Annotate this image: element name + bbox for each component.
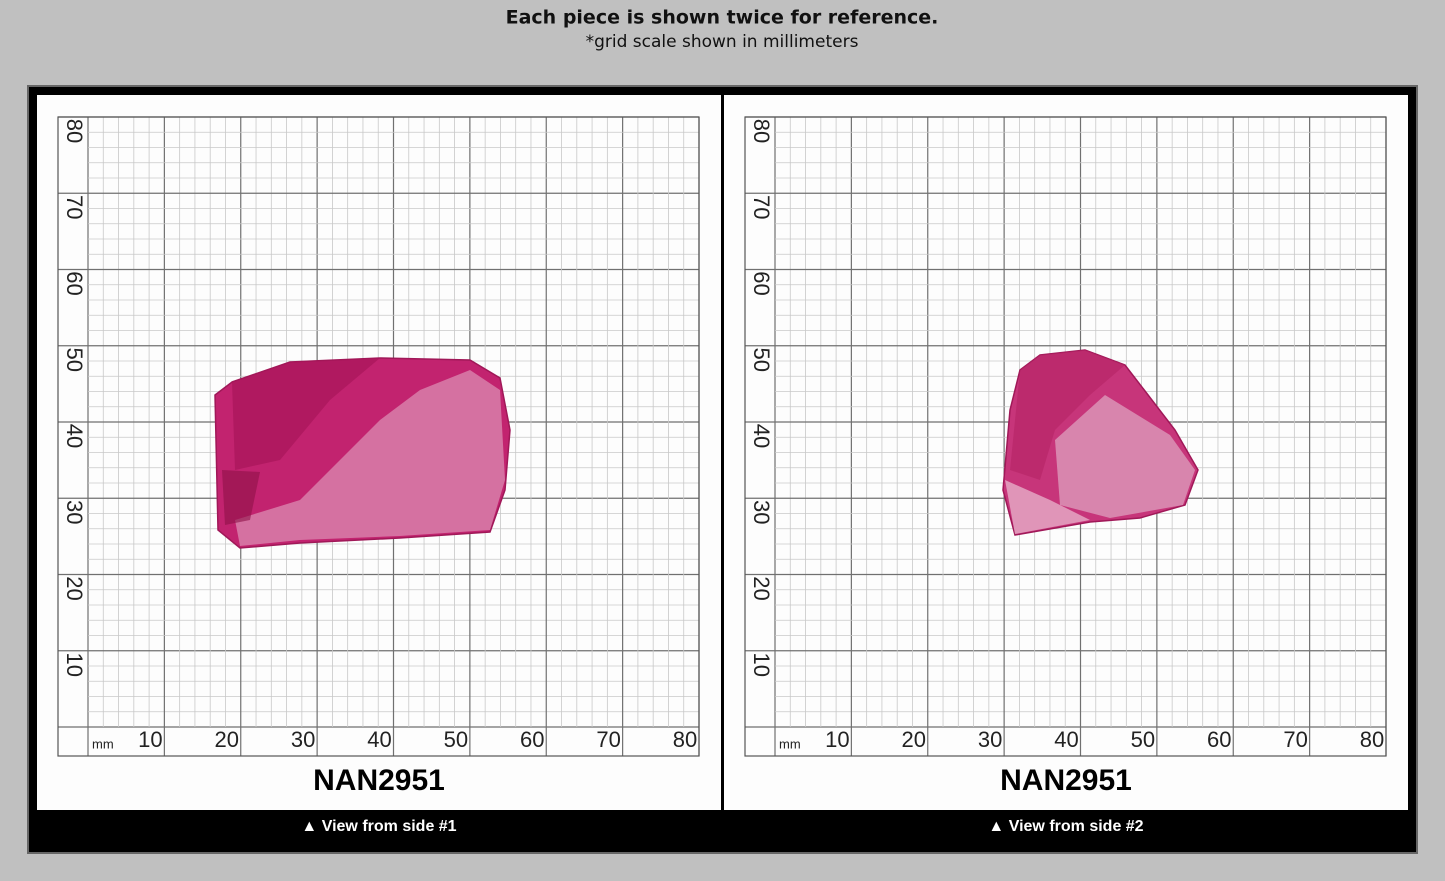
y-scale-label: 40 <box>62 424 87 448</box>
y-scale-label: 80 <box>62 119 87 143</box>
y-scale-label: 70 <box>62 195 87 219</box>
y-scale-label: 10 <box>62 653 87 677</box>
y-scale-label: 50 <box>749 348 774 372</box>
y-scale-label: 20 <box>749 576 774 600</box>
grid-border <box>744 116 1387 757</box>
y-scale-label: 70 <box>749 195 774 219</box>
y-scale-label: 50 <box>62 348 87 372</box>
y-scale-label: 30 <box>62 500 87 524</box>
x-scale-label: 70 <box>1283 727 1307 752</box>
footer-label: ▲ View from side #2 <box>988 818 1143 835</box>
x-scale-label: 40 <box>367 727 391 752</box>
y-scale-label: 10 <box>749 653 774 677</box>
x-scale-label: 50 <box>1131 727 1155 752</box>
subtitle: *grid scale shown in millimeters <box>586 32 859 52</box>
x-scale-label: 10 <box>138 727 162 752</box>
stone-1 <box>214 357 511 549</box>
x-scale-label: 30 <box>291 727 315 752</box>
y-scale-label: 30 <box>749 500 774 524</box>
y-scale-label: 40 <box>749 424 774 448</box>
grid-border <box>57 116 700 757</box>
footer-label: ▲ View from side #1 <box>301 818 456 835</box>
y-scale-label: 80 <box>749 119 774 143</box>
x-scale-label: 80 <box>1360 727 1384 752</box>
x-scale-label: 30 <box>978 727 1002 752</box>
x-scale-label: 20 <box>215 727 239 752</box>
caption: NAN2951 <box>313 764 445 797</box>
y-scale-label: 60 <box>62 271 87 295</box>
x-scale-label: 20 <box>902 727 926 752</box>
title: Each piece is shown twice for reference. <box>506 7 939 29</box>
y-scale-label: 20 <box>62 576 87 600</box>
x-scale-label: 80 <box>673 727 697 752</box>
stone-2 <box>1002 349 1199 536</box>
x-scale-label: 70 <box>596 727 620 752</box>
x-scale-label: 60 <box>1207 727 1231 752</box>
x-scale-label: 40 <box>1054 727 1078 752</box>
unit-label: mm <box>92 736 114 751</box>
unit-label: mm <box>779 736 801 751</box>
y-scale-label: 60 <box>749 271 774 295</box>
x-scale-label: 10 <box>825 727 849 752</box>
caption: NAN2951 <box>1000 764 1132 797</box>
x-scale-label: 60 <box>520 727 544 752</box>
x-scale-label: 50 <box>444 727 468 752</box>
